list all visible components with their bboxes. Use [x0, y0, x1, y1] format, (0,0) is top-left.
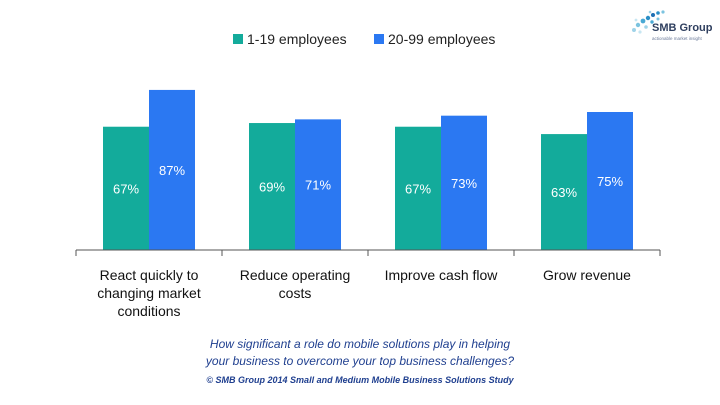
bar — [249, 123, 295, 250]
bar-value-label: 67% — [113, 181, 139, 196]
bar-value-label: 69% — [259, 180, 285, 195]
bar — [441, 115, 487, 251]
bar-value-label: 75% — [597, 174, 623, 189]
bar-value-label: 67% — [405, 181, 431, 196]
bar — [149, 89, 195, 250]
bar — [395, 126, 441, 250]
bar-value-label: 71% — [305, 178, 331, 193]
logo-dots-icon — [632, 10, 665, 34]
legend-swatch — [374, 34, 384, 44]
category-label: Improve cash flow — [385, 267, 499, 283]
survey-question: How significant a role do mobile solutio… — [0, 336, 720, 370]
bar — [541, 134, 587, 250]
smb-group-logo — [628, 8, 712, 48]
question-line-2: your business to overcome your top busin… — [205, 354, 515, 368]
bar-value-label: 73% — [451, 176, 477, 191]
bar — [103, 126, 149, 250]
legend-label: 1-19 employees — [247, 31, 347, 47]
legend-label: 20-99 employees — [388, 31, 495, 47]
bar-value-label: 87% — [159, 163, 185, 178]
bar-value-label: 63% — [551, 185, 577, 200]
bar — [295, 119, 341, 250]
logo-tagline: actionable market insight — [652, 36, 702, 41]
legend-swatch — [233, 34, 243, 44]
bar — [587, 112, 633, 250]
category-label: Reduce operating costs — [240, 267, 351, 301]
logo-name: SMB Group — [652, 22, 713, 34]
source-note: © SMB Group 2014 Small and Medium Mobile… — [206, 375, 514, 385]
category-label: React quickly to changing market condition… — [97, 267, 201, 319]
question-line-1: How significant a role do mobile solutio… — [209, 337, 511, 351]
category-label: Grow revenue — [543, 267, 631, 283]
